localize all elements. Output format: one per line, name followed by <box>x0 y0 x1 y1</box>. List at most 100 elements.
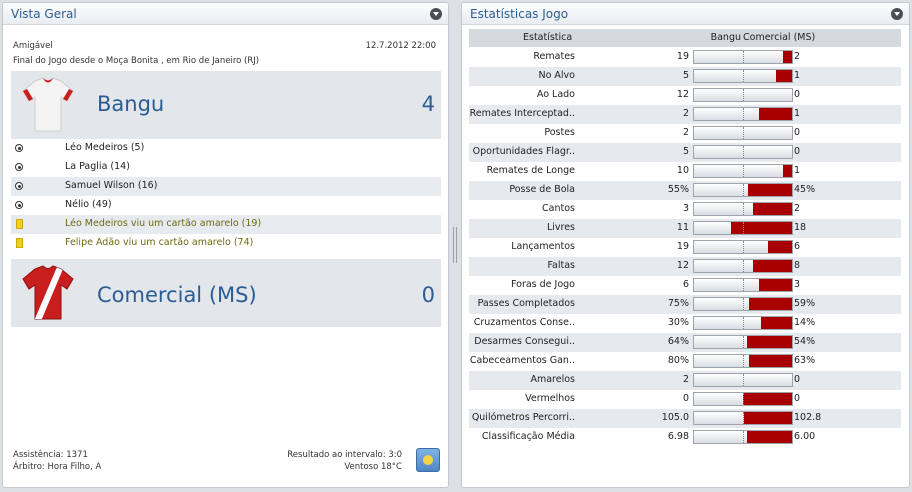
stat-label: Ao Lado <box>536 89 575 100</box>
match-stats-panel: Estatísticas Jogo Estatística Bangu Come… <box>461 2 910 488</box>
stat-away-value: 54% <box>794 336 816 347</box>
stat-label: Livres <box>546 222 575 233</box>
stat-home-value: 80% <box>667 355 689 366</box>
stat-bar <box>693 107 793 121</box>
match-type: Amigável <box>13 41 53 51</box>
stat-bar <box>693 50 793 64</box>
home-team-name[interactable]: Bangu <box>97 92 165 116</box>
stat-bar-away-fill <box>748 298 792 310</box>
stat-row: Amarelos 2 0 <box>469 371 901 390</box>
stat-bar <box>693 126 793 140</box>
stat-bar-midline <box>743 184 744 196</box>
stat-bar <box>693 278 793 292</box>
yellow-card-icon <box>16 219 23 229</box>
stat-row: Passes Completados 75% 59% <box>469 295 901 314</box>
stat-bar-midline <box>743 127 744 139</box>
stat-bar <box>693 411 793 425</box>
stat-home-value: 6 <box>682 279 689 290</box>
stat-bar-away-fill <box>747 184 792 196</box>
stat-column-label[interactable]: Estatística <box>523 32 573 43</box>
stats-header: Estatísticas Jogo <box>462 3 909 25</box>
stat-away-value: 14% <box>794 317 816 328</box>
away-team-score: 0 <box>421 283 435 307</box>
stat-bar <box>693 145 793 159</box>
stat-label: Classificação Média <box>481 431 575 442</box>
stat-home-value: 55% <box>667 184 689 195</box>
event-row: Nélio (49) <box>11 196 441 215</box>
stat-bar-midline <box>743 412 744 424</box>
stat-bar <box>693 202 793 216</box>
stat-bar <box>693 183 793 197</box>
weather-sun-icon <box>416 448 440 472</box>
event-row: Léo Medeiros (5) <box>11 139 441 158</box>
stat-home-value: 5 <box>682 146 689 157</box>
chevron-down-icon[interactable] <box>891 8 903 20</box>
event-row: La Paglia (14) <box>11 158 441 177</box>
stat-bar <box>693 392 793 406</box>
stat-bar-away-fill <box>759 279 792 291</box>
stat-bar <box>693 240 793 254</box>
home-team-box: Bangu 4 <box>11 71 441 139</box>
stat-bar-away-fill <box>743 393 792 405</box>
stat-away-value: 2 <box>794 51 801 62</box>
stat-away-value: 0 <box>794 374 801 385</box>
panel-splitter[interactable] <box>451 2 459 488</box>
stat-label: Faltas <box>547 260 575 271</box>
stat-row: Remates de Longe 10 1 <box>469 162 901 181</box>
weather-text: Ventoso 18°C <box>344 462 402 472</box>
stat-home-value: 3 <box>682 203 689 214</box>
stat-row: Ao Lado 12 0 <box>469 86 901 105</box>
referee: Árbitro: Hora Filho, A <box>13 462 102 472</box>
stat-home-value: 2 <box>682 108 689 119</box>
home-column-label[interactable]: Bangu <box>710 32 741 43</box>
event-text: Léo Medeiros viu um cartão amarelo (19) <box>65 218 262 229</box>
overview-title: Vista Geral <box>11 7 77 21</box>
stat-home-value: 5 <box>682 70 689 81</box>
stat-home-value: 30% <box>667 317 689 328</box>
away-team-name[interactable]: Comercial (MS) <box>97 283 257 307</box>
stat-away-value: 102.8 <box>794 412 822 423</box>
event-text: La Paglia (14) <box>65 161 130 172</box>
event-row: Samuel Wilson (16) <box>11 177 441 196</box>
splitter-grip-icon[interactable] <box>453 227 457 263</box>
away-column-label[interactable]: Comercial (MS) <box>743 32 816 43</box>
goal-ball-icon <box>15 163 23 171</box>
stat-bar-midline <box>743 89 744 101</box>
stat-row: Lançamentos 19 6 <box>469 238 901 257</box>
stat-label: Cruzamentos Conse.. <box>473 317 575 328</box>
stat-home-value: 19 <box>676 241 689 252</box>
stat-bar-away-fill <box>783 165 792 177</box>
stat-bar <box>693 316 793 330</box>
stat-bar-midline <box>743 70 744 82</box>
event-row: Felipe Adão viu um cartão amarelo (74) <box>11 234 441 253</box>
home-team-score: 4 <box>421 92 435 116</box>
stat-bar-midline <box>743 431 744 443</box>
stat-bar <box>693 335 793 349</box>
stat-away-value: 63% <box>794 355 816 366</box>
stat-label: Vermelhos <box>525 393 575 404</box>
stat-bar-away-fill <box>748 355 792 367</box>
stat-label: Passes Completados <box>477 298 575 309</box>
stat-bar <box>693 430 793 444</box>
stat-away-value: 8 <box>794 260 801 271</box>
stat-label: No Alvo <box>538 70 575 81</box>
stat-label: Foras de Jogo <box>511 279 575 290</box>
stat-bar-away-fill <box>746 431 792 443</box>
stat-home-value: 12 <box>676 89 689 100</box>
goal-ball-icon <box>15 201 23 209</box>
stat-bar-away-fill <box>768 241 792 253</box>
stat-bar-away-fill <box>743 412 792 424</box>
stat-bar-midline <box>743 355 744 367</box>
stat-home-value: 75% <box>667 298 689 309</box>
stat-row: Foras de Jogo 6 3 <box>469 276 901 295</box>
stat-away-value: 1 <box>794 165 801 176</box>
stat-row: Cabeceamentos Gan.. 80% 63% <box>469 352 901 371</box>
stat-label: Desarmes Consegui.. <box>474 336 575 347</box>
stat-home-value: 10 <box>676 165 689 176</box>
event-text: Felipe Adão viu um cartão amarelo (74) <box>65 237 254 248</box>
stat-bar <box>693 69 793 83</box>
stat-bar-away-fill <box>775 70 792 82</box>
stat-bar-midline <box>743 165 744 177</box>
stat-away-value: 6 <box>794 241 801 252</box>
chevron-down-icon[interactable] <box>430 8 442 20</box>
